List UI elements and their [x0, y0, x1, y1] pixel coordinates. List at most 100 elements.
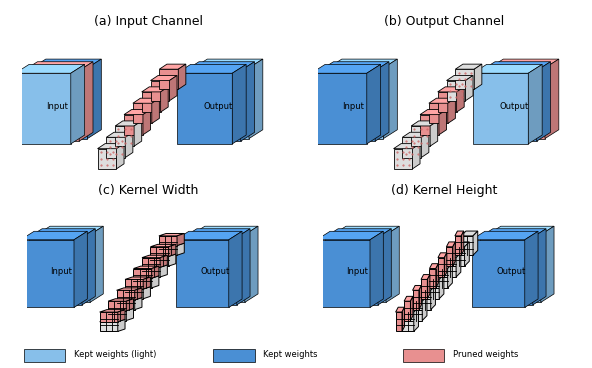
Polygon shape — [99, 322, 118, 332]
Polygon shape — [107, 132, 133, 137]
Polygon shape — [232, 64, 246, 144]
Polygon shape — [461, 231, 478, 236]
Polygon shape — [413, 290, 419, 309]
Polygon shape — [421, 275, 430, 279]
Polygon shape — [429, 98, 455, 103]
Polygon shape — [150, 256, 169, 266]
Polygon shape — [24, 62, 93, 71]
Polygon shape — [436, 264, 452, 269]
Polygon shape — [124, 114, 143, 135]
Polygon shape — [453, 247, 465, 266]
Polygon shape — [141, 87, 168, 92]
Polygon shape — [108, 311, 126, 321]
Polygon shape — [15, 73, 71, 144]
Text: Output: Output — [204, 102, 233, 111]
Polygon shape — [99, 319, 125, 322]
Polygon shape — [184, 229, 250, 237]
Polygon shape — [436, 269, 448, 288]
Polygon shape — [249, 59, 263, 139]
Polygon shape — [108, 301, 126, 311]
Polygon shape — [427, 275, 444, 279]
Polygon shape — [481, 71, 536, 141]
Polygon shape — [474, 64, 482, 89]
Polygon shape — [431, 286, 435, 309]
Polygon shape — [169, 244, 176, 256]
Polygon shape — [422, 296, 427, 321]
Polygon shape — [71, 64, 85, 144]
Polygon shape — [481, 62, 551, 71]
Polygon shape — [125, 287, 150, 289]
Polygon shape — [159, 245, 177, 255]
Polygon shape — [480, 229, 546, 237]
Polygon shape — [333, 226, 399, 235]
Polygon shape — [465, 75, 473, 101]
Polygon shape — [429, 269, 436, 288]
Polygon shape — [141, 92, 160, 112]
Text: (b) Output Channel: (b) Output Channel — [384, 15, 504, 28]
Polygon shape — [456, 253, 461, 277]
Polygon shape — [427, 275, 430, 299]
Text: Output: Output — [500, 102, 529, 111]
Polygon shape — [150, 75, 177, 81]
Polygon shape — [159, 236, 177, 245]
Polygon shape — [126, 299, 133, 311]
Text: (d) Kernel Height: (d) Kernel Height — [391, 184, 497, 197]
Polygon shape — [446, 242, 455, 247]
Polygon shape — [150, 244, 176, 247]
Polygon shape — [176, 231, 242, 240]
Polygon shape — [177, 233, 184, 245]
Polygon shape — [133, 276, 159, 278]
Text: Pruned weights: Pruned weights — [453, 350, 518, 359]
Polygon shape — [420, 114, 439, 135]
Text: Output: Output — [201, 268, 230, 276]
Polygon shape — [159, 243, 184, 245]
Polygon shape — [311, 64, 381, 73]
Polygon shape — [192, 235, 244, 302]
Text: Input: Input — [50, 268, 72, 276]
Polygon shape — [533, 229, 546, 305]
Polygon shape — [429, 103, 448, 123]
Polygon shape — [169, 75, 177, 101]
Polygon shape — [159, 64, 186, 69]
Polygon shape — [82, 229, 95, 305]
Polygon shape — [448, 264, 452, 288]
Polygon shape — [370, 231, 383, 308]
Polygon shape — [540, 226, 554, 302]
Polygon shape — [88, 59, 101, 139]
Polygon shape — [125, 289, 143, 299]
Polygon shape — [437, 87, 464, 92]
Polygon shape — [98, 149, 117, 169]
Polygon shape — [446, 75, 473, 81]
Polygon shape — [150, 254, 176, 256]
Polygon shape — [194, 68, 249, 139]
Polygon shape — [150, 247, 169, 256]
Polygon shape — [178, 64, 186, 89]
Polygon shape — [436, 264, 439, 288]
Polygon shape — [160, 255, 168, 267]
Polygon shape — [367, 64, 381, 144]
Polygon shape — [118, 309, 125, 322]
Polygon shape — [403, 137, 422, 158]
Polygon shape — [446, 81, 465, 101]
Polygon shape — [185, 71, 240, 141]
Polygon shape — [125, 277, 150, 279]
Polygon shape — [414, 307, 419, 332]
Polygon shape — [117, 298, 142, 300]
Polygon shape — [375, 62, 389, 141]
Polygon shape — [177, 64, 246, 73]
Polygon shape — [32, 59, 101, 68]
Polygon shape — [465, 242, 469, 266]
Polygon shape — [142, 255, 168, 258]
Polygon shape — [90, 226, 103, 302]
Polygon shape — [194, 59, 263, 68]
Polygon shape — [419, 290, 431, 309]
Polygon shape — [150, 81, 169, 101]
Polygon shape — [410, 296, 427, 301]
Polygon shape — [421, 279, 427, 299]
Polygon shape — [21, 231, 87, 240]
Polygon shape — [29, 229, 95, 237]
Polygon shape — [404, 301, 410, 321]
Bar — [403, 349, 444, 361]
Polygon shape — [472, 231, 538, 240]
Polygon shape — [402, 307, 404, 332]
